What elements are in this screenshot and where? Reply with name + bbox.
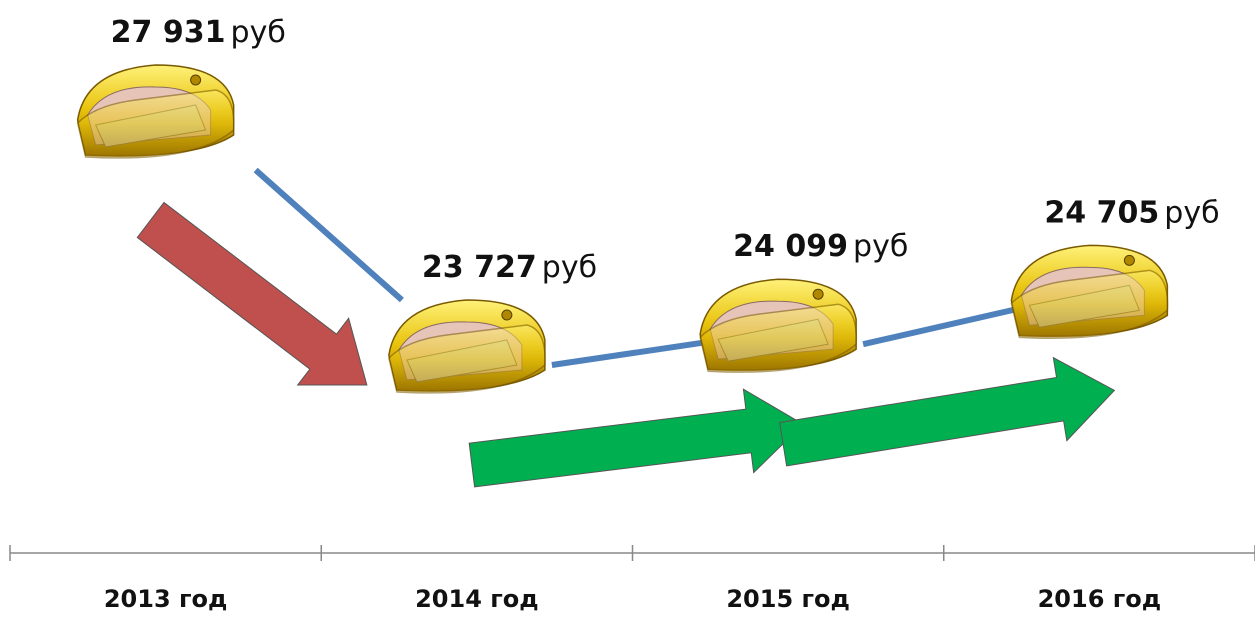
wallet [700, 279, 856, 372]
trend-arrow [137, 203, 367, 386]
value-label: 24 099 руб [733, 229, 908, 264]
x-tick-label: 2016 год [1038, 585, 1162, 613]
connector-line [863, 307, 1024, 344]
connector-line [552, 341, 713, 365]
trend-arrow [780, 358, 1115, 466]
value-number: 27 931 [111, 15, 226, 50]
wallet [1011, 245, 1167, 338]
value-unit: руб [231, 15, 286, 50]
value-number: 24 705 [1044, 195, 1159, 230]
wallet-clasp [191, 75, 201, 85]
x-tick-label: 2015 год [726, 585, 850, 613]
wallet-clasp [813, 289, 823, 299]
trend-arrow [469, 389, 803, 487]
wallet-clasp [1124, 255, 1134, 265]
x-tick-label: 2014 год [415, 585, 539, 613]
wallet-clasp [502, 310, 512, 320]
value-number: 23 727 [422, 250, 537, 285]
value-label: 23 727 руб [422, 250, 597, 285]
x-tick-label: 2013 год [104, 585, 228, 613]
value-unit: руб [853, 229, 908, 264]
value-number: 24 099 [733, 229, 848, 264]
wallet [389, 300, 545, 393]
wallet [78, 65, 234, 158]
value-unit: руб [1164, 195, 1219, 230]
connector-line [256, 170, 402, 300]
chart: 2013 год 2014 год 2015 год 2016 год 27 931 р… [0, 0, 1255, 617]
value-label: 24 705 руб [1044, 195, 1219, 230]
value-unit: руб [542, 250, 597, 285]
value-label: 27 931 руб [111, 15, 286, 50]
